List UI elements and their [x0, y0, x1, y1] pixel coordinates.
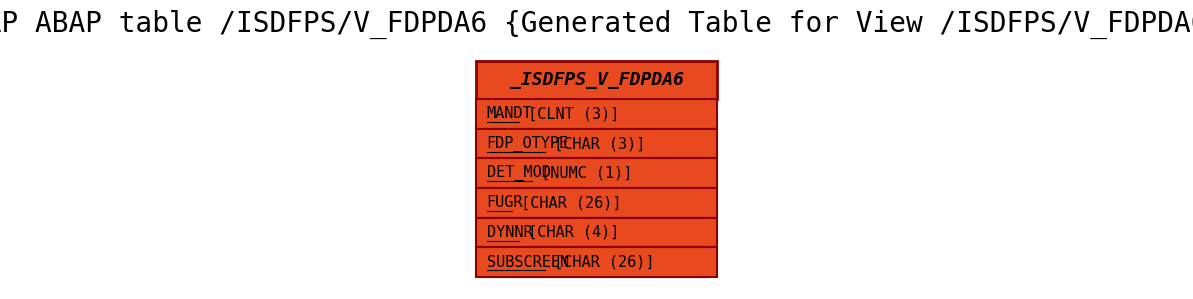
Text: DET_MOD: DET_MOD: [487, 165, 550, 181]
Text: [CHAR (4)]: [CHAR (4)]: [519, 225, 619, 240]
FancyBboxPatch shape: [476, 218, 717, 247]
Text: [CHAR (26)]: [CHAR (26)]: [544, 254, 654, 270]
Text: SAP ABAP table /ISDFPS/V_FDPDA6 {Generated Table for View /ISDFPS/V_FDPDA6}: SAP ABAP table /ISDFPS/V_FDPDA6 {Generat…: [0, 10, 1193, 39]
Text: FUGR: FUGR: [487, 195, 523, 210]
Text: SUBSCREEN: SUBSCREEN: [487, 254, 569, 270]
Text: [CLNT (3)]: [CLNT (3)]: [519, 106, 619, 121]
FancyBboxPatch shape: [476, 61, 717, 99]
FancyBboxPatch shape: [476, 247, 717, 277]
Text: [CHAR (26)]: [CHAR (26)]: [512, 195, 622, 210]
Text: [CHAR (3)]: [CHAR (3)]: [544, 136, 645, 151]
FancyBboxPatch shape: [476, 188, 717, 218]
Text: MANDT: MANDT: [487, 106, 532, 121]
Text: FDP_OTYPE: FDP_OTYPE: [487, 135, 569, 152]
FancyBboxPatch shape: [476, 129, 717, 158]
FancyBboxPatch shape: [476, 99, 717, 129]
Text: _ISDFPS_V_FDPDA6: _ISDFPS_V_FDPDA6: [509, 71, 684, 89]
FancyBboxPatch shape: [476, 158, 717, 188]
Text: [NUMC (1)]: [NUMC (1)]: [532, 166, 632, 181]
Text: DYNNR: DYNNR: [487, 225, 532, 240]
